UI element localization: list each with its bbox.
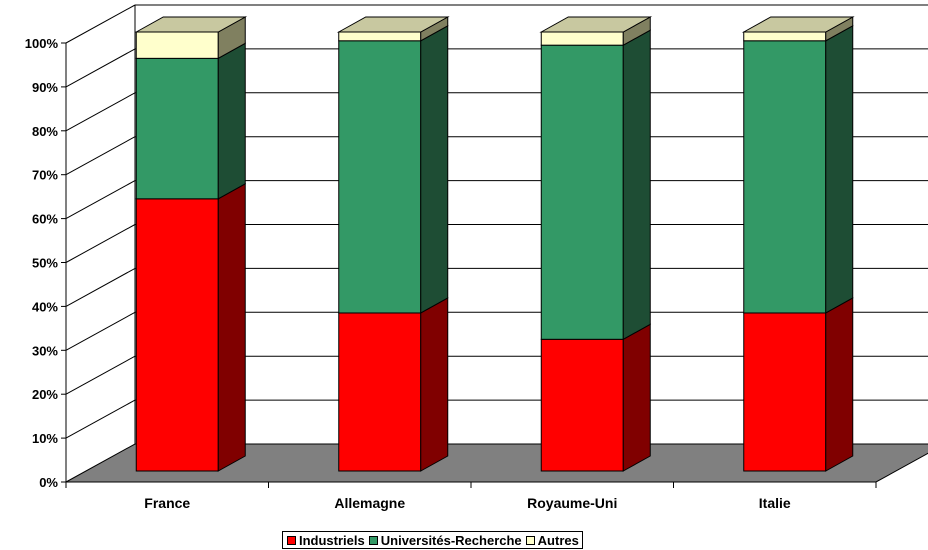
side-gridline [65, 4, 136, 44]
bar-royaume-uni-industriels [540, 338, 624, 472]
bar-france-industriels [135, 198, 219, 472]
side-gridline [65, 267, 136, 307]
bar-france-autres [135, 31, 219, 59]
bar-top-france [134, 16, 248, 33]
legend-item-autres: Autres [525, 532, 579, 548]
y-tick-label: 0% [39, 475, 58, 490]
x-tick-label-france: France [144, 495, 190, 511]
bar-allemagne-autres [338, 31, 422, 42]
bar-top-allemagne [336, 16, 450, 33]
legend-swatch-universites-recherche [368, 535, 378, 545]
bar-side-italie-universites-recherche [825, 24, 854, 314]
side-gridline [65, 136, 136, 176]
x-tick-label-royaume-uni: Royaume-Uni [527, 495, 617, 511]
bar-italie-universites-recherche [743, 40, 827, 314]
bar-italie-autres [743, 31, 827, 42]
side-gridline [65, 311, 136, 351]
y-tick-label: 20% [32, 387, 58, 402]
y-tick-label: 100% [25, 36, 59, 51]
legend-label-universites-recherche: Universités-Recherche [380, 532, 522, 548]
bar-top-italie [741, 16, 855, 33]
y-tick-label: 70% [32, 168, 58, 183]
bar-side-allemagne-universites-recherche [420, 24, 449, 314]
legend-label-autres: Autres [537, 532, 579, 548]
side-gridline [65, 355, 136, 395]
side-gridline [65, 399, 136, 439]
side-gridline [65, 92, 136, 132]
side-gridline [65, 180, 136, 220]
side-gridline [65, 224, 136, 263]
legend-item-industriels: Industriels [287, 533, 365, 548]
bar-italie-industriels [743, 312, 827, 472]
x-tick-label-allemagne: Allemagne [334, 495, 405, 511]
legend-item-universites-recherche: Universités-Recherche [368, 532, 522, 548]
y-tick-label: 90% [32, 80, 58, 95]
y-tick-label: 80% [32, 124, 58, 139]
legend-swatch-autres [525, 535, 535, 545]
y-tick-label: 60% [32, 212, 58, 227]
chart-floor [65, 443, 928, 483]
bar-royaume-uni-universites-recherche [540, 44, 624, 340]
bar-side-france-industriels [217, 182, 246, 472]
legend-swatch-industriels [287, 535, 296, 545]
y-tick-label: 50% [32, 256, 58, 271]
bar-side-france-universites-recherche [217, 42, 246, 200]
bar-allemagne-universites-recherche [338, 40, 422, 314]
bar-side-royaume-uni-industriels [622, 323, 651, 472]
bar-side-royaume-uni-universites-recherche [622, 29, 651, 341]
bar-royaume-uni-autres [540, 31, 624, 46]
stacked-bar-chart: 0% 10% 20% 30% 40% 50% 60% 70% 80% 90% 100% France… [25, 4, 928, 511]
side-gridline [65, 48, 136, 88]
chart-legend: Industriels Universités-Recherche Autres [282, 531, 583, 549]
bar-side-allemagne-industriels [420, 297, 449, 472]
bar-allemagne-industriels [338, 312, 422, 472]
x-tick-label-italie: Italie [759, 495, 791, 511]
bar-side-italie-industriels [825, 297, 854, 472]
bar-top-royaume-uni [539, 16, 653, 33]
y-tick-label: 40% [32, 299, 58, 314]
legend-label-industriels: Industriels [299, 532, 365, 548]
y-tick-label: 10% [32, 431, 58, 446]
y-tick-label: 30% [32, 343, 58, 358]
bar-france-universites-recherche [135, 57, 219, 200]
